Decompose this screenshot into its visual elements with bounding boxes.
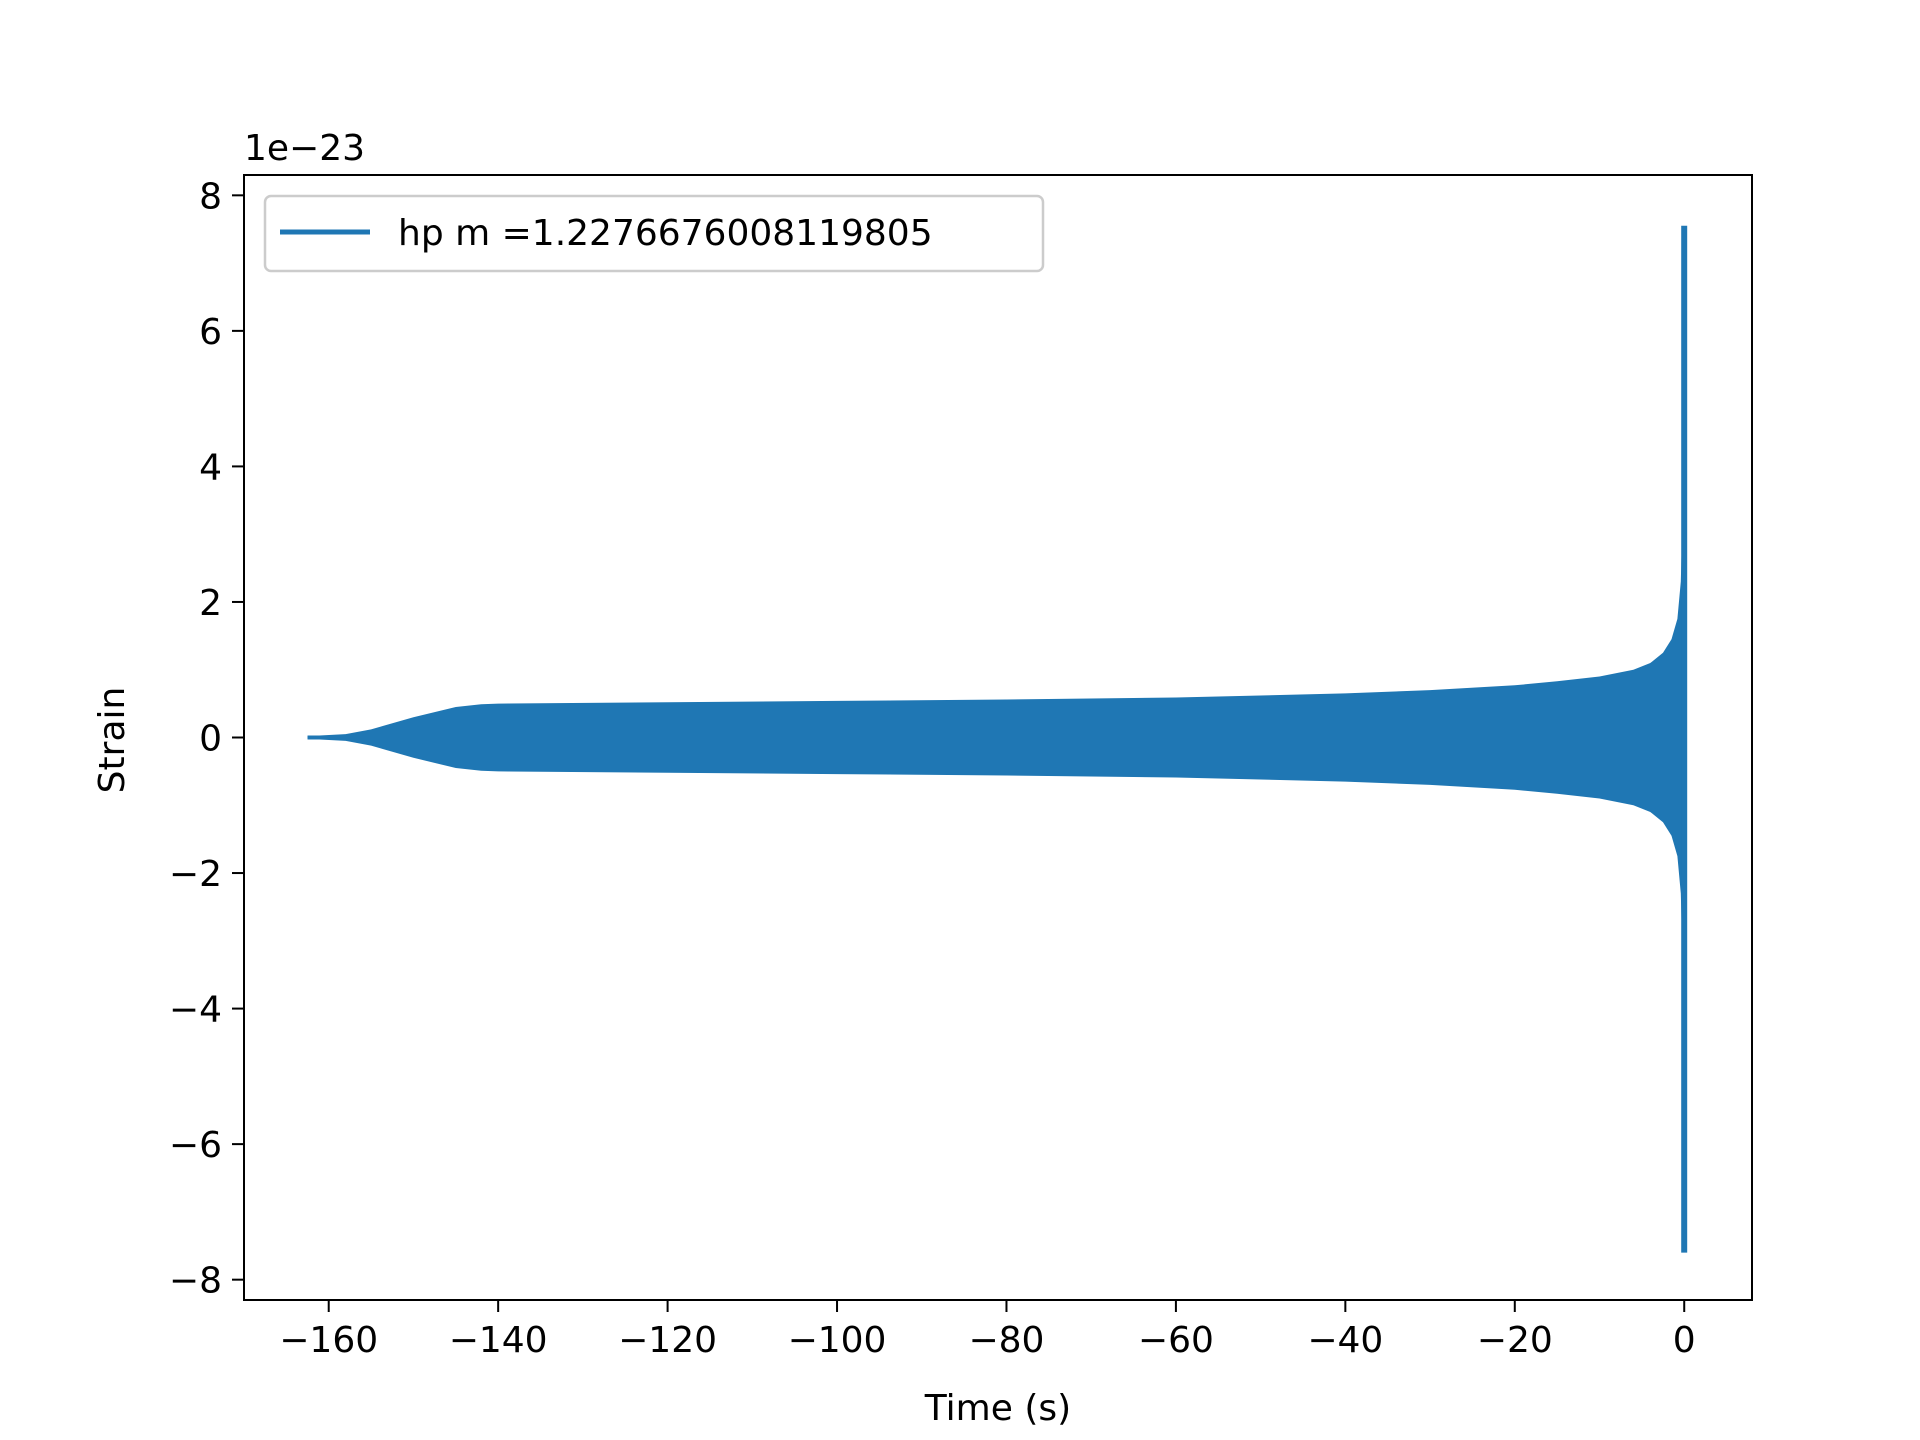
y-tick-label: 4 — [199, 447, 222, 488]
x-tick-label: −160 — [279, 1320, 378, 1361]
x-axis-ticks: −160 −140 −120 −100 −80 −60 −40 −20 0 — [279, 1300, 1696, 1361]
y-tick-label: 8 — [199, 176, 222, 217]
y-tick-label: −2 — [169, 854, 222, 895]
y-tick-label: −4 — [169, 990, 222, 1031]
strain-series-fill — [307, 364, 1684, 1111]
x-tick-label: −100 — [788, 1320, 887, 1361]
y-tick-label: 0 — [199, 719, 222, 760]
x-axis-label: Time (s) — [924, 1388, 1071, 1429]
y-tick-label: 6 — [199, 312, 222, 353]
x-tick-label: −60 — [1138, 1320, 1214, 1361]
x-tick-label: 0 — [1673, 1320, 1696, 1361]
y-tick-label: −6 — [169, 1125, 222, 1166]
x-tick-label: −80 — [968, 1320, 1044, 1361]
y-tick-label: −8 — [169, 1261, 222, 1302]
x-tick-label: −140 — [449, 1320, 548, 1361]
plot-area — [307, 225, 1688, 1253]
x-tick-label: −40 — [1307, 1320, 1383, 1361]
y-offset-label: 1e−23 — [244, 128, 365, 169]
legend-box — [263, 194, 1045, 273]
y-axis-ticks: 8 6 4 2 0 −2 −4 −6 −8 — [169, 176, 244, 1302]
legend: hp m =1.2276676008119805 — [263, 194, 1045, 273]
x-tick-label: −20 — [1477, 1320, 1553, 1361]
y-axis-label: Strain — [92, 687, 133, 794]
y-tick-label: 2 — [199, 583, 222, 624]
legend-entry-label: hp m =1.2276676008119805 — [398, 213, 933, 254]
x-tick-label: −120 — [618, 1320, 717, 1361]
